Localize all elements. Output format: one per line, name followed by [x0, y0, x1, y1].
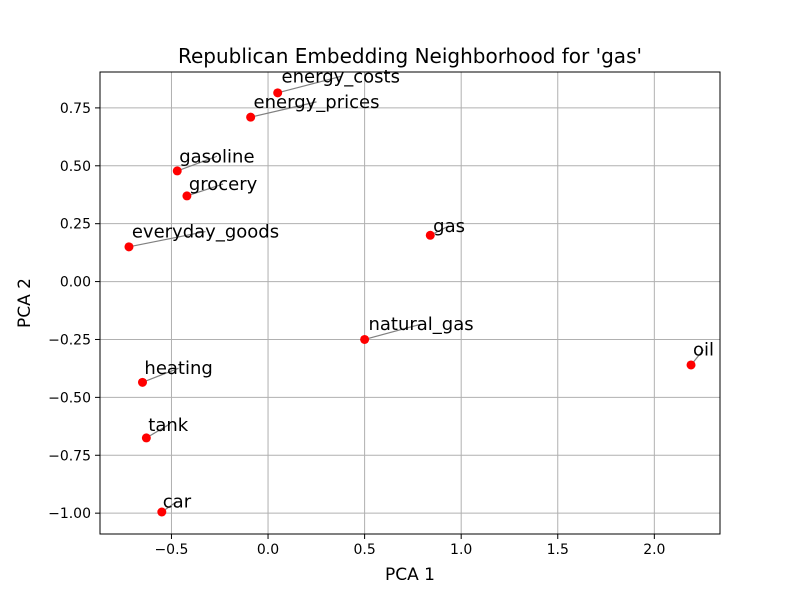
point-label: grocery	[189, 174, 258, 195]
label-connector	[250, 101, 317, 118]
data-point	[360, 334, 370, 344]
y-tick-label: −0.75	[48, 448, 91, 464]
x-tick-label: 2.0	[643, 542, 665, 558]
data-point	[182, 191, 192, 201]
x-tick-label: 1.0	[450, 542, 472, 558]
data-point	[137, 377, 147, 387]
x-axis-label: PCA 1	[385, 565, 435, 585]
x-tick-label: 0.5	[353, 542, 375, 558]
data-point	[157, 507, 167, 517]
y-tick-label: −0.25	[48, 332, 91, 348]
plot-frame	[99, 71, 721, 535]
y-tick-label: 0.25	[60, 217, 91, 233]
point-label: energy_costs	[282, 66, 400, 87]
data-point	[246, 112, 256, 122]
data-point	[172, 166, 182, 176]
y-tick-label: −0.50	[48, 390, 91, 406]
point-label: car	[163, 491, 192, 512]
label-connector	[364, 323, 422, 341]
chart-title: Republican Embedding Neighborhood for 'g…	[178, 44, 642, 68]
label-connector	[177, 155, 218, 172]
y-axis-ticks: −1.00 −0.75 −0.50 −0.25 0.00 0.25 0.50 0.75	[48, 101, 100, 522]
label-connector	[128, 230, 206, 248]
x-tick-label: 1.5	[547, 542, 569, 558]
y-axis-label: PCA 2	[15, 278, 35, 328]
point-label: heating	[144, 358, 212, 379]
x-tick-label: −0.5	[154, 542, 188, 558]
data-point	[425, 230, 435, 240]
x-tick-label: 0.0	[257, 542, 279, 558]
point-label: oil	[693, 340, 714, 361]
data-point	[686, 360, 696, 370]
y-tick-label: 0.50	[60, 159, 91, 175]
y-tick-label: −1.00	[48, 506, 91, 522]
point-label: energy_prices	[254, 92, 380, 113]
data-points	[124, 88, 696, 517]
y-tick-label: 0.00	[60, 275, 91, 291]
point-label: tank	[148, 415, 188, 436]
label-connector	[142, 367, 179, 383]
point-label: natural_gas	[368, 314, 473, 335]
point-label: gasoline	[179, 146, 254, 167]
data-point	[124, 242, 134, 252]
data-point	[273, 88, 283, 98]
label-connector	[277, 75, 341, 94]
label-connector	[186, 183, 224, 197]
y-tick-label: 0.75	[60, 101, 91, 117]
label-connectors	[128, 75, 704, 513]
data-point	[141, 433, 151, 443]
point-labels: energy_costs energy_prices gasoline grocery…	[132, 66, 714, 512]
grid	[100, 72, 720, 534]
x-axis-ticks: −0.5 0.0 0.5 1.0 1.5 2.0	[154, 534, 665, 558]
point-label: gas	[433, 216, 465, 237]
point-label: everyday_goods	[132, 222, 279, 243]
